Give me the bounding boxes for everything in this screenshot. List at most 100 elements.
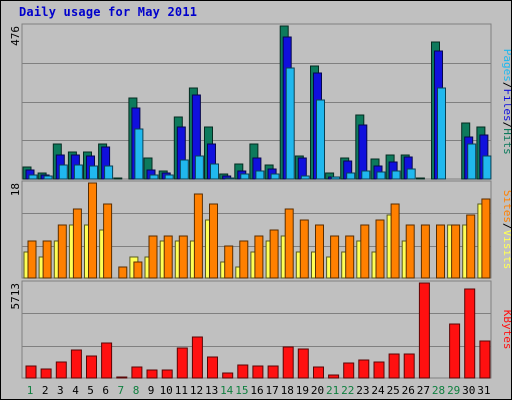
bar-sites-day-20 <box>315 224 324 279</box>
bar-pages-day-3 <box>58 164 68 180</box>
x-tick-label-day-14: 14 <box>220 384 234 397</box>
bar-sites-day-25 <box>390 203 400 279</box>
bar-kbytes-day-1 <box>25 365 37 379</box>
bar-pages-day-22 <box>346 172 356 180</box>
bar-kbytes-day-26 <box>403 353 415 379</box>
x-tick-label-day-30: 30 <box>462 384 475 397</box>
x-tick-label-day-26: 26 <box>402 384 415 397</box>
bar-kbytes-day-11 <box>176 347 188 379</box>
bar-kbytes-day-6 <box>101 342 113 379</box>
legend-panel2-item-0: Sites <box>501 190 511 223</box>
bar-pages-day-4 <box>73 164 83 180</box>
x-tick-label-day-9: 9 <box>148 384 155 397</box>
bar-pages-day-28 <box>437 87 446 180</box>
bar-sites-day-9 <box>148 235 158 279</box>
bar-hits-day-7 <box>113 177 123 180</box>
x-tick-label-day-31: 31 <box>477 384 490 397</box>
bar-sites-day-17 <box>269 229 279 279</box>
x-tick-label-day-27: 27 <box>417 384 430 397</box>
bar-hits-day-27 <box>415 177 425 180</box>
bar-kbytes-day-21 <box>328 374 340 379</box>
bar-sites-day-8 <box>133 261 143 279</box>
bar-sites-day-2 <box>42 240 52 279</box>
x-tick-label-day-24: 24 <box>371 384 385 397</box>
bar-pages-day-30 <box>467 143 477 180</box>
bar-sites-day-13 <box>209 203 218 279</box>
bar-kbytes-day-13 <box>207 356 218 379</box>
bar-sites-day-11 <box>178 235 188 279</box>
x-tick-label-day-22: 22 <box>341 384 354 397</box>
chart-title: Daily usage for May 2011 <box>19 5 198 19</box>
legend-panel3-item-0: KBytes <box>501 310 511 350</box>
x-tick-label-day-19: 19 <box>296 384 309 397</box>
bar-pages-day-17 <box>270 173 280 180</box>
bar-kbytes-day-9 <box>146 369 158 379</box>
bar-sites-day-1 <box>27 240 37 279</box>
bar-kbytes-day-20 <box>313 366 324 379</box>
bar-sites-day-23 <box>360 224 370 279</box>
bar-pages-day-10 <box>164 174 174 180</box>
bar-kbytes-day-10 <box>161 369 173 379</box>
bar-kbytes-day-2 <box>40 368 52 379</box>
x-tick-label-day-16: 16 <box>250 384 263 397</box>
x-tick-label-day-4: 4 <box>72 384 79 397</box>
bar-kbytes-day-27 <box>418 282 430 379</box>
bar-kbytes-day-18 <box>282 346 294 379</box>
x-tick-label-day-8: 8 <box>133 384 140 397</box>
bar-sites-day-28 <box>436 224 445 279</box>
bar-kbytes-day-23 <box>358 359 370 379</box>
x-tick-label-day-10: 10 <box>160 384 173 397</box>
panel-2-ymax-label: 18 <box>9 183 22 196</box>
bar-sites-day-27 <box>420 224 430 279</box>
bar-sites-day-7 <box>118 266 128 279</box>
bar-pages-day-13 <box>210 163 219 180</box>
legend-panel2-item-1: / <box>501 223 511 230</box>
bar-sites-day-6 <box>103 203 113 279</box>
bar-kbytes-day-29 <box>449 323 461 379</box>
bar-pages-day-2 <box>43 175 53 180</box>
x-tick-label-day-15: 15 <box>235 384 248 397</box>
bar-sites-day-5 <box>88 182 97 279</box>
x-tick-label-day-23: 23 <box>356 384 369 397</box>
x-tick-label-day-20: 20 <box>311 384 324 397</box>
bar-kbytes-day-31 <box>479 340 491 379</box>
x-tick-label-day-28: 28 <box>432 384 445 397</box>
bar-sites-day-12 <box>193 193 203 279</box>
x-tick-label-day-1: 1 <box>27 384 34 397</box>
panel-1-ymax-label: 476 <box>9 26 22 46</box>
x-tick-label-day-21: 21 <box>326 384 339 397</box>
bar-pages-day-16 <box>255 170 265 180</box>
legend-panel1-item-4: Hits <box>501 128 511 155</box>
bar-sites-day-19 <box>299 219 309 279</box>
bar-kbytes-day-8 <box>131 366 143 379</box>
bar-kbytes-day-22 <box>343 362 355 379</box>
bar-pages-day-11 <box>179 159 189 180</box>
bar-sites-day-16 <box>254 235 264 279</box>
bar-sites-day-31 <box>481 198 491 279</box>
legend-panel1-item-2: Files <box>501 88 511 121</box>
bar-kbytes-day-12 <box>191 336 203 379</box>
bar-kbytes-day-30 <box>464 288 476 379</box>
panel-2-legend: Sites/Visits <box>501 190 511 270</box>
x-tick-label-day-25: 25 <box>387 384 400 397</box>
bar-kbytes-day-7 <box>116 376 128 379</box>
bar-sites-day-14 <box>224 245 234 279</box>
bar-sites-day-29 <box>451 224 461 279</box>
bar-pages-day-15 <box>240 173 250 180</box>
legend-panel1-item-3: / <box>501 122 511 129</box>
bar-sites-day-18 <box>284 208 294 279</box>
bar-pages-day-1 <box>28 174 38 180</box>
bar-sites-day-24 <box>375 219 385 279</box>
bar-pages-day-23 <box>361 170 371 180</box>
x-tick-label-day-18: 18 <box>281 384 294 397</box>
bar-pages-day-12 <box>194 155 204 180</box>
bar-kbytes-day-24 <box>373 361 385 379</box>
x-tick-label-day-6: 6 <box>102 384 109 397</box>
bar-pages-day-18 <box>285 67 295 180</box>
bar-pages-day-20 <box>316 99 325 180</box>
bar-pages-day-25 <box>391 170 401 180</box>
bar-kbytes-day-5 <box>86 355 97 379</box>
bar-pages-day-21 <box>331 176 341 180</box>
